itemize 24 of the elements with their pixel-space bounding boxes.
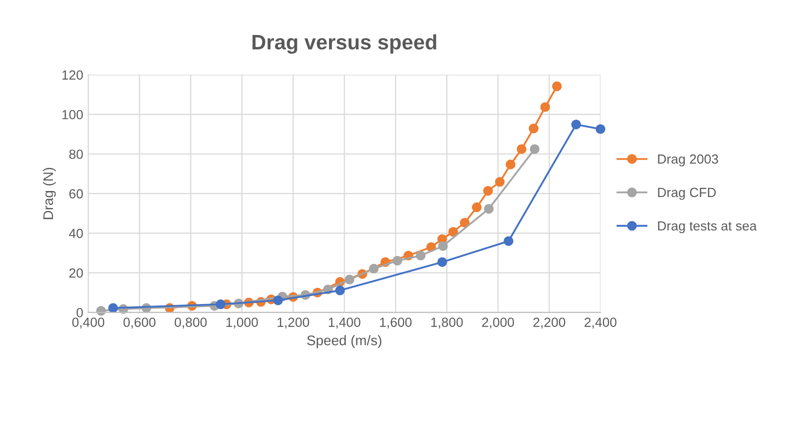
y-tick-label: 60	[69, 189, 83, 199]
legend-label: Drag 2003	[658, 154, 718, 166]
x-tick-label: 1,400	[328, 318, 360, 329]
y-axis-title: Drag (N)	[42, 168, 56, 220]
y-tick-label: 80	[69, 150, 83, 159]
x-tick-label: 2,200	[533, 318, 566, 329]
chart-title: Drag versus speed	[252, 34, 436, 54]
y-tick-label: 40	[69, 228, 83, 238]
x-tick-label: 0,600	[123, 318, 156, 329]
x-tick-label: 2,400	[584, 318, 616, 329]
y-tick-label: 0	[76, 308, 83, 318]
legend-label: Drag tests at sea	[658, 221, 757, 234]
x-axis-title: Speed (m/s)	[307, 335, 382, 348]
legend-label: Drag CFD	[658, 188, 716, 200]
y-tick-label: 100	[62, 110, 83, 120]
x-tick-label: 2,000	[482, 318, 514, 329]
x-tick-label: 0,800	[174, 318, 207, 329]
x-tick-label: 0,400	[72, 318, 104, 329]
y-tick-label: 120	[62, 70, 83, 80]
x-tick-label: 1,800	[431, 318, 463, 329]
x-tick-label: 1,600	[380, 318, 412, 329]
x-tick-label: 1,200	[278, 318, 310, 329]
x-tick-label: 1,000	[226, 318, 258, 329]
y-tick-label: 20	[69, 268, 83, 278]
